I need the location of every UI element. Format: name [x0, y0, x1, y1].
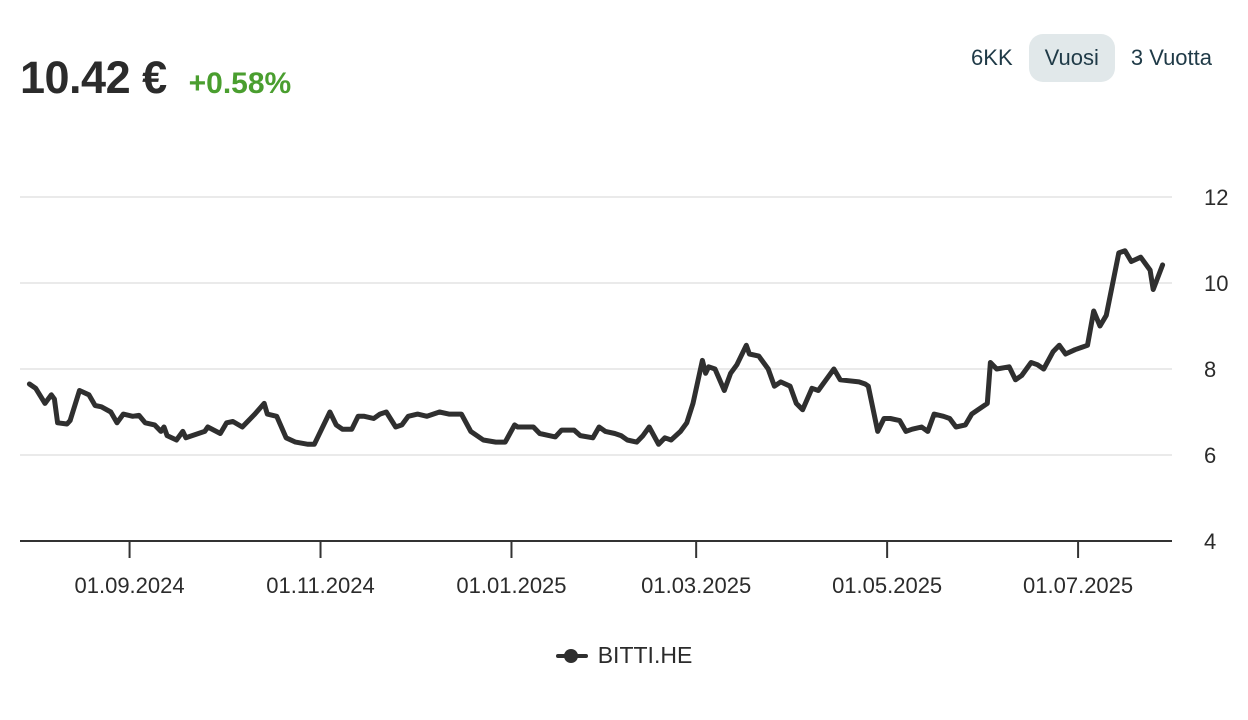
x-tick-label-1: 01.11.2024	[266, 573, 374, 598]
price-change-percent: +0.58%	[188, 67, 292, 100]
time-range-tabs: 6KK Vuosi 3 Vuotta	[955, 34, 1228, 82]
x-tick-label-3: 01.03.2025	[641, 573, 751, 598]
y-tick-label-6: 6	[1204, 443, 1216, 468]
price-chart: 4 6 8 10 12 01.09.2024 01.11.2024 01.01.2025 01.…	[20, 185, 1228, 598]
legend-series-label: BITTI.HE	[597, 642, 693, 668]
legend-series-marker	[555, 648, 588, 663]
current-price: 10.42 €	[20, 52, 167, 103]
y-tick-label-8: 8	[1204, 357, 1216, 382]
y-tick-label-10: 10	[1204, 271, 1228, 296]
x-tick-label-5: 01.07.2025	[1023, 573, 1133, 598]
series-line-0	[26, 248, 1166, 447]
price-header: 10.42 € +0.58%	[20, 52, 291, 104]
tab-6kk[interactable]: 6KK	[971, 45, 1013, 70]
tab-3-vuotta[interactable]: 3 Vuotta	[1130, 45, 1212, 70]
tab-vuosi[interactable]: Vuosi	[1028, 34, 1115, 82]
x-tick-label-4: 01.05.2025	[832, 573, 942, 598]
y-tick-label-12: 12	[1204, 185, 1228, 210]
chart-legend[interactable]: BITTI.HE	[0, 642, 1248, 669]
y-tick-label-4: 4	[1204, 529, 1216, 554]
x-tick-label-2: 01.01.2025	[456, 573, 566, 598]
x-tick-label-0: 01.09.2024	[75, 573, 185, 598]
